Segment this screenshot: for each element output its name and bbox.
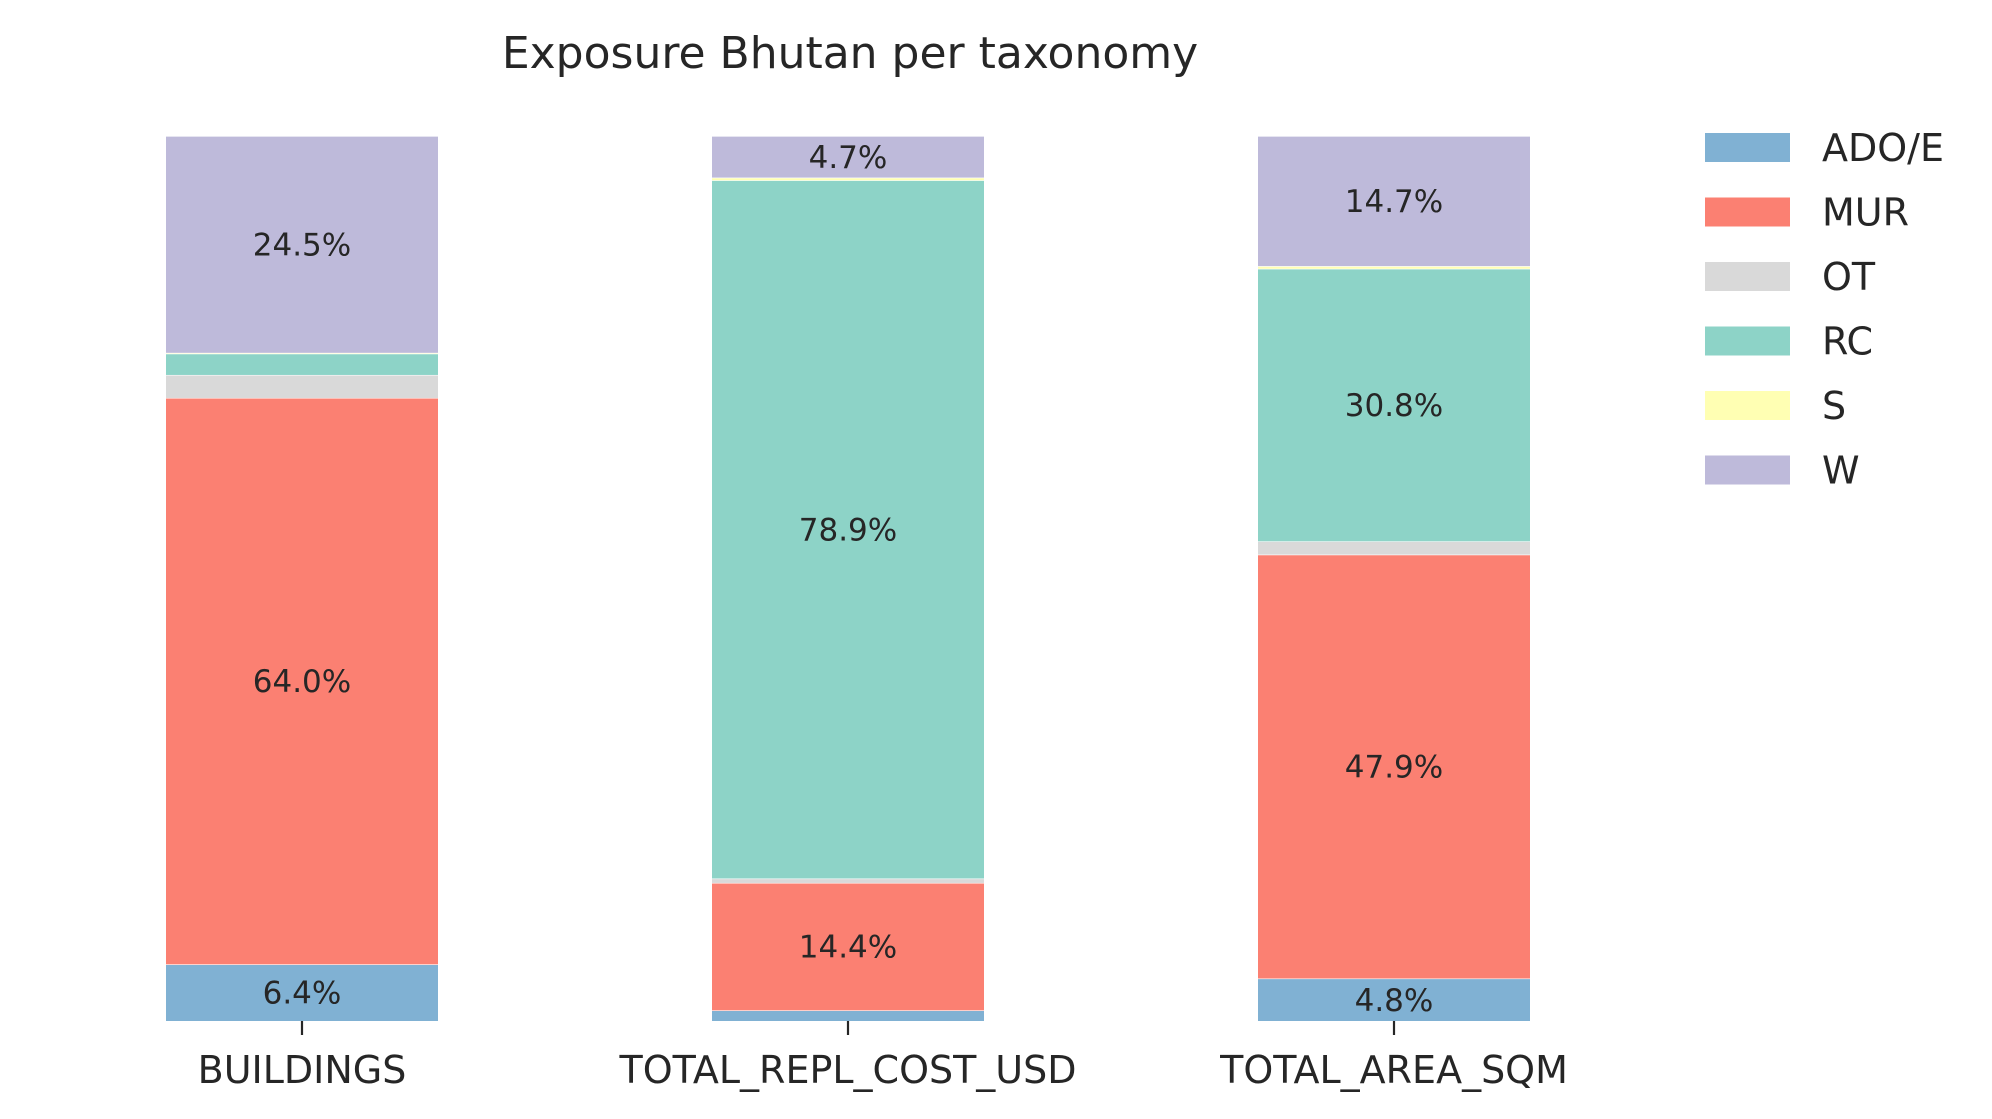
bar-segment-ot-0	[166, 374, 438, 398]
data-label-rc-2: 30.8%	[1345, 388, 1443, 424]
bar-segment-w-2	[1258, 136, 1530, 267]
bar-segment-ot-1	[712, 878, 984, 883]
legend-swatch-s	[1705, 391, 1790, 420]
legend-swatch-ot	[1705, 262, 1790, 291]
data-label-w-2: 14.7%	[1345, 184, 1443, 220]
bar-segment-ado-e-1	[712, 1010, 984, 1021]
data-label-mur-1: 14.4%	[799, 930, 897, 966]
data-label-mur-2: 47.9%	[1345, 750, 1443, 786]
legend-swatch-mur	[1705, 197, 1790, 227]
bar-segment-ado-e-0	[166, 964, 438, 1021]
data-label-rc-1: 78.9%	[799, 512, 897, 548]
legend-label-ot: OT	[1822, 255, 1876, 299]
legend-label-rc: RC	[1822, 320, 1873, 364]
bar-segment-w-0	[166, 136, 438, 353]
legend-swatch-rc	[1705, 326, 1790, 356]
x-axis: BUILDINGS TOTAL_REPL_COST_USD TOTAL_AREA_S…	[198, 1021, 1568, 1092]
data-label-w-1: 4.7%	[809, 140, 888, 176]
data-label-ado-e-2: 4.8%	[1355, 983, 1434, 1019]
bar-segment-mur-2	[1258, 554, 1530, 979]
bar-segment-s-1	[712, 177, 984, 181]
bar-segment-mur-0	[166, 397, 438, 965]
bar-segment-ot-2	[1258, 541, 1530, 555]
bar-segment-mur-1	[712, 882, 984, 1011]
x-tick-label-1: TOTAL_REPL_COST_USD	[618, 1048, 1076, 1092]
data-label-mur-0: 64.0%	[253, 664, 351, 700]
bar-segment-s-2	[1258, 266, 1530, 269]
legend-label-mur: MUR	[1822, 191, 1909, 235]
legend-swatch-w	[1705, 455, 1790, 485]
legend-label-s: S	[1822, 384, 1846, 428]
data-label-w-0: 24.5%	[253, 227, 351, 263]
bar-segment-w-1	[712, 136, 984, 178]
legend: ADO/E MUR OT RC SW	[1705, 126, 1944, 493]
x-tick-label-2: TOTAL_AREA_SQM	[1219, 1048, 1568, 1092]
bar-segment-rc-2	[1258, 268, 1530, 542]
bar-segment-rc-1	[712, 180, 984, 879]
bars-group	[166, 135, 1530, 1021]
legend-swatch-ado-e	[1705, 133, 1790, 162]
legend-label-ado-e: ADO/E	[1822, 126, 1944, 170]
bar-segment-ado-e-2	[1258, 978, 1530, 1021]
chart-title: Exposure Bhutan per taxonomy	[502, 28, 1198, 79]
x-tick-label-0: BUILDINGS	[198, 1048, 407, 1092]
data-labels-group: 6.4% 64.0% 24.5% 14.4% 78.9% 4.7% 4.8% 47.9% 30.…	[253, 140, 1443, 1019]
bar-segment-rc-0	[166, 353, 438, 375]
legend-label-w: W	[1822, 449, 1860, 493]
data-label-ado-e-0: 6.4%	[263, 976, 342, 1012]
